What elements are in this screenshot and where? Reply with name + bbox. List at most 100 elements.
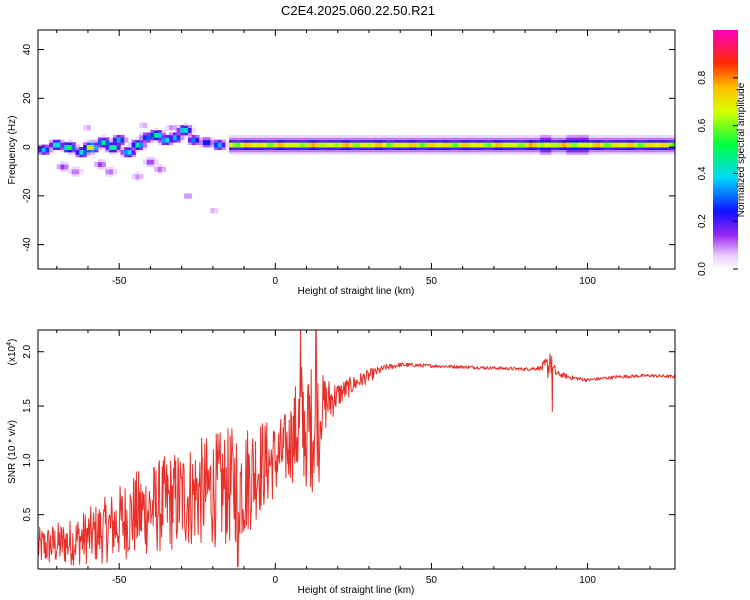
heatmap-cell (495, 149, 500, 153)
heatmap-cell (386, 142, 391, 146)
heatmap-cell (259, 144, 264, 148)
heatmap-cell (356, 137, 361, 141)
heatmap-cell (169, 139, 174, 143)
heatmap-cell (180, 125, 185, 128)
heatmap-cell (307, 149, 312, 153)
heatmap-cell (588, 149, 593, 153)
heatmap-cell (232, 151, 237, 155)
heatmap-cell (127, 147, 133, 150)
heatmap-cell (472, 137, 477, 141)
heatmap-cell (592, 139, 597, 143)
heatmap-cell (596, 147, 601, 150)
heatmap-cell (356, 149, 361, 153)
heatmap-cell (476, 142, 481, 146)
heatmap-cell (585, 147, 590, 150)
heatmap-cell (49, 144, 54, 148)
heatmap-cell (330, 149, 335, 153)
heatmap-cell (94, 164, 99, 167)
heatmap-cell (53, 139, 58, 143)
heatmap-cell (169, 132, 174, 136)
heatmap-cell (521, 144, 526, 148)
heatmap-cell (648, 147, 653, 150)
heatmap-cell (154, 134, 159, 138)
heatmap-cell (536, 151, 541, 155)
heatmap-cell (660, 149, 665, 153)
heatmap-cell (259, 142, 264, 146)
heatmap-cell (379, 149, 384, 153)
heatmap-cell (573, 151, 578, 155)
heatmap-cell (217, 142, 223, 146)
heatmap-cell (139, 132, 144, 136)
heatmap-cell (491, 147, 496, 150)
heatmap-cell (652, 134, 657, 138)
heatmap-cell (154, 127, 159, 131)
heatmap-cell (412, 147, 417, 150)
heatmap-cell (468, 151, 474, 155)
heatmap-cell (86, 154, 91, 158)
heatmap-cell (581, 144, 586, 148)
heatmap-cell (307, 137, 312, 141)
heatmap-cell (71, 149, 76, 153)
heatmap-cell (468, 149, 474, 153)
heatmap-cell (289, 151, 294, 155)
heatmap-cell (154, 166, 159, 170)
heatmap-cell (274, 144, 279, 148)
heatmap-cell (101, 164, 106, 167)
heatmap-cell (262, 137, 267, 141)
heatmap-cell (532, 144, 537, 148)
heatmap-cell (480, 134, 485, 138)
heatmap-cell (131, 173, 136, 177)
heatmap-cell (169, 125, 174, 128)
heatmap-cell (176, 139, 181, 143)
heatmap-cell (150, 161, 155, 165)
heatmap-cell (502, 144, 507, 148)
heatmap-cell (68, 169, 73, 172)
heatmap-cell (71, 144, 76, 148)
heatmap-cell (191, 139, 196, 143)
heatmap-cell (60, 164, 65, 167)
heatmap-cell (630, 139, 635, 143)
heatmap-cell (90, 149, 95, 153)
heatmap-cell (431, 144, 436, 148)
heatmap-cell (120, 147, 125, 150)
heatmap-cell (491, 137, 496, 141)
heatmap-cell (603, 151, 608, 155)
heatmap-cell (281, 142, 286, 146)
heatmap-cell (341, 142, 346, 146)
heatmap-cell (491, 151, 496, 155)
heatmap-cell (124, 154, 129, 158)
heatmap-cell (652, 149, 657, 153)
heatmap-cell (551, 134, 556, 138)
heatmap-cell (217, 139, 223, 143)
heatmap-cell (326, 142, 331, 146)
heatmap-cell (202, 144, 208, 148)
heatmap-cell (607, 137, 612, 141)
heatmap-cell (319, 144, 324, 148)
heatmap-cell (240, 147, 245, 150)
heatmap-cell (465, 151, 470, 155)
heatmap-cell (622, 149, 627, 153)
heatmap-cell (468, 144, 474, 148)
heatmap-cell (420, 144, 425, 148)
heatmap-cell (142, 132, 148, 136)
heatmap-cell (75, 173, 80, 177)
heatmap-cell (255, 144, 260, 148)
heatmap-cell (405, 147, 410, 150)
heatmap-cell (251, 142, 256, 146)
heatmap-cell (528, 151, 534, 155)
heatmap-cell (240, 139, 245, 143)
heatmap-cell (416, 142, 421, 146)
heatmap-cell (352, 137, 357, 141)
heatmap-cell (345, 151, 350, 155)
heatmap-cell (64, 164, 69, 167)
heatmap-cell (285, 149, 290, 153)
heatmap-cell (251, 137, 256, 141)
heatmap-cell (498, 134, 504, 138)
heatmap-cell (543, 139, 549, 143)
heatmap-cell (600, 134, 605, 138)
heatmap-cell (671, 151, 676, 155)
heatmap-cell (199, 137, 204, 141)
heatmap-cell (352, 142, 357, 146)
heatmap-cell (266, 134, 271, 138)
heatmap-cell (446, 144, 451, 148)
